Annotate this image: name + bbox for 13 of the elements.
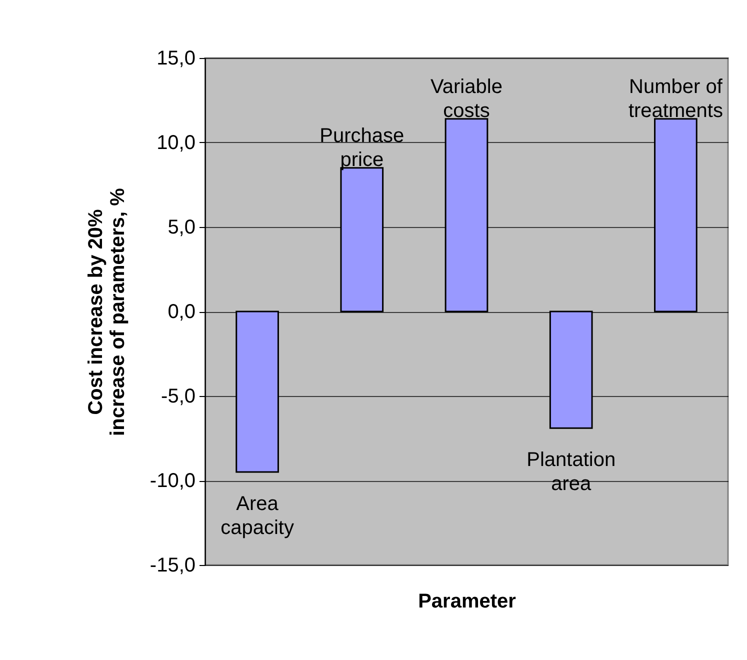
y-tick-label: 0,0	[168, 301, 196, 323]
y-tick-label: -5,0	[161, 386, 196, 408]
x-tick-label: Variable costs	[430, 76, 502, 122]
x-tick-label: Purchase price	[320, 124, 404, 171]
x-axis-title: Parameter	[418, 590, 516, 612]
x-tick-label: Number of treatments	[628, 76, 723, 122]
y-tick-label: -10,0	[150, 470, 196, 492]
y-axis-title: Cost increase by 20% increase of parameters, %	[84, 188, 129, 436]
x-tick-label: Area capacity	[220, 493, 294, 540]
y-tick-label: 5,0	[168, 216, 196, 238]
y-tick-label: -15,0	[150, 554, 196, 576]
y-tick-label: 15,0	[156, 48, 196, 70]
y-tick-label: 10,0	[156, 132, 196, 154]
